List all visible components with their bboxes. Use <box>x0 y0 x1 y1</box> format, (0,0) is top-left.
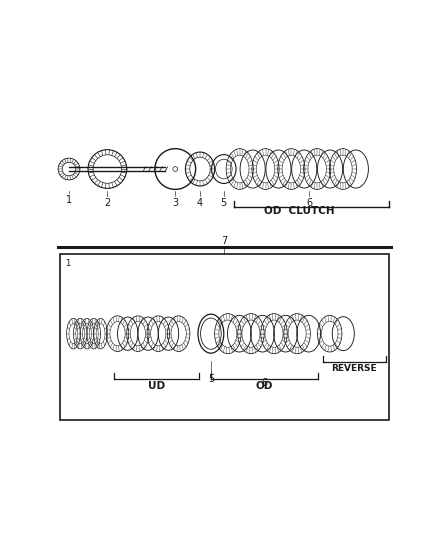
Text: 6: 6 <box>261 378 267 389</box>
Text: 5: 5 <box>208 374 214 384</box>
Text: 2: 2 <box>104 198 110 208</box>
Text: UD: UD <box>148 381 165 391</box>
Text: 5: 5 <box>221 198 227 208</box>
Text: 7: 7 <box>221 236 228 246</box>
Text: 4: 4 <box>197 198 203 208</box>
Text: 3: 3 <box>172 198 178 208</box>
Text: OD: OD <box>256 381 273 391</box>
Text: 1: 1 <box>66 195 72 205</box>
Text: 6: 6 <box>306 198 312 208</box>
Text: OD  CLUTCH: OD CLUTCH <box>264 206 335 216</box>
Text: REVERSE: REVERSE <box>332 364 377 373</box>
Text: 1: 1 <box>65 259 70 268</box>
Bar <box>60 254 389 420</box>
